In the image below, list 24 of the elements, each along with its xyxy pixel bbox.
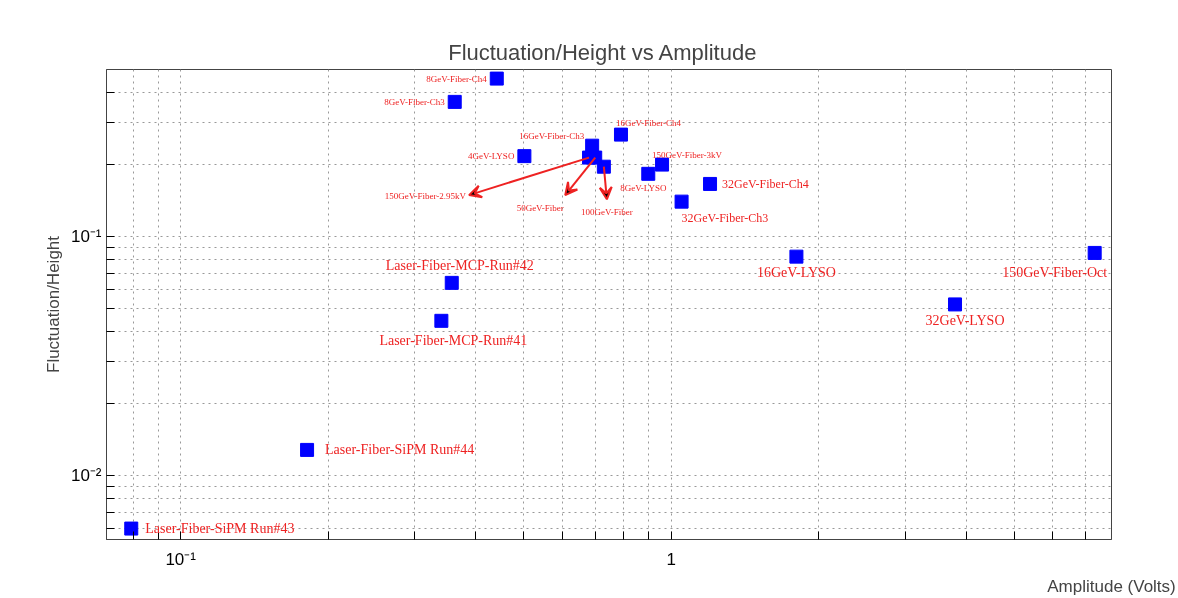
y-tick-label: 10⁻² xyxy=(70,466,102,486)
annotation: 16GeV-Fiber-Ch4 xyxy=(615,117,682,128)
annotation: 32GeV-Fiber-Ch3 xyxy=(681,210,769,225)
annotation: 8GeV-Fiber-Ch3 xyxy=(384,96,446,107)
annotation: Laser-Fiber-MCP-Run#42 xyxy=(385,258,534,274)
annotation: 32GeV-LYSO xyxy=(925,312,1005,328)
annotation: 150GeV-Fiber-3kV xyxy=(652,149,723,160)
annotation: 150GeV-Fiber-2.95kV xyxy=(384,190,467,201)
chart-title: Fluctuation/Height vs Amplitude xyxy=(448,39,757,65)
annotation: 8GeV-LYSO xyxy=(620,182,667,193)
annotation: Laser-Fiber-MCP-Run#41 xyxy=(379,333,528,349)
annotation: 8GeV-Fiber-Ch4 xyxy=(426,73,488,84)
annotation: 150GeV-Fiber-Oct xyxy=(1002,265,1108,281)
annotation: 16GeV-LYSO xyxy=(756,265,836,281)
annotation: Laser-Fiber-SiPM Run#43 xyxy=(145,521,295,537)
annotation: 4GeV-LYSO xyxy=(468,151,515,162)
annotation: 50GeV-Fiber xyxy=(516,202,564,213)
x-tick-label: 1 xyxy=(666,549,676,569)
annotation: Laser-Fiber-SiPM Run#44 xyxy=(325,442,475,458)
annotation: 32GeV-Fiber-Ch4 xyxy=(722,176,809,191)
annotation: 100GeV-Fiber xyxy=(581,206,633,217)
x-axis-title: Amplitude (Volts) xyxy=(1047,576,1176,596)
annotation: 16GeV-Fiber-Ch3 xyxy=(519,130,585,141)
y-axis-title: Fluctuation/Height xyxy=(43,235,63,374)
